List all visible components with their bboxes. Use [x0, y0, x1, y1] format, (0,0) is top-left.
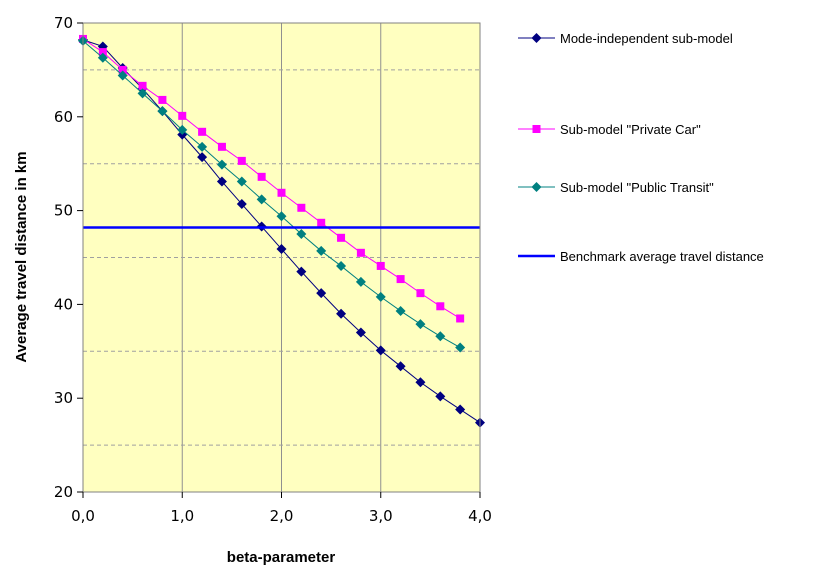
data-point-diamond: [375, 345, 386, 356]
data-point-diamond: [395, 361, 406, 372]
data-point-diamond: [316, 288, 327, 299]
data-point-diamond: [531, 182, 542, 192]
data-point-square: [456, 314, 465, 323]
data-point-square: [297, 203, 306, 212]
data-point-diamond: [296, 229, 307, 240]
x-axis-title: beta-parameter: [227, 549, 336, 566]
data-point-diamond: [355, 276, 366, 287]
data-point-diamond: [97, 52, 108, 63]
data-point-diamond: [177, 124, 188, 135]
x-tick-label: 3,0: [369, 507, 393, 525]
data-point-diamond: [415, 319, 426, 330]
axes: 20 30 40 50 60 70 0,0 1,0 2,0 3,0 4,0: [54, 14, 492, 525]
y-tick-label: 70: [54, 14, 73, 32]
data-point-square: [317, 218, 326, 227]
data-point-square: [98, 48, 107, 57]
x-tick-label: 2,0: [270, 507, 294, 525]
data-point-diamond: [435, 391, 446, 402]
data-point-square: [532, 125, 541, 133]
data-point-diamond: [216, 176, 227, 187]
data-point-square: [138, 81, 147, 90]
data-point-diamond: [276, 211, 287, 222]
grid-lines: [83, 23, 480, 492]
data-point-diamond: [137, 88, 148, 99]
data-point-square: [436, 302, 445, 311]
data-point-square: [356, 248, 365, 257]
data-point-diamond: [276, 244, 287, 255]
data-point-diamond: [316, 245, 327, 256]
data-point-square: [237, 156, 246, 165]
x-tick-label: 4,0: [468, 507, 492, 525]
data-point-square: [217, 142, 226, 151]
data-point-diamond: [117, 70, 128, 81]
series-layer: [78, 34, 485, 428]
data-point-square: [118, 65, 127, 74]
legend: Mode-independent sub-model Sub-model "Pri…: [518, 31, 764, 264]
data-point-diamond: [197, 141, 208, 152]
data-point-square: [416, 289, 425, 298]
data-point-diamond: [531, 33, 542, 43]
legend-item: Benchmark average travel distance: [518, 249, 764, 264]
data-point-diamond: [355, 327, 366, 338]
data-point-diamond: [336, 308, 347, 319]
data-point-diamond: [236, 199, 247, 210]
data-point-square: [257, 172, 266, 181]
data-point-square: [158, 95, 167, 104]
y-tick-label: 40: [54, 295, 73, 313]
data-point-square: [198, 127, 207, 136]
x-tick-label: 0,0: [71, 507, 95, 525]
data-point-square: [178, 111, 187, 120]
data-point-square: [277, 188, 286, 197]
data-point-diamond: [455, 342, 466, 353]
data-point-diamond: [415, 377, 426, 388]
data-point-diamond: [375, 291, 386, 302]
legend-label: Sub-model "Public Transit": [560, 180, 714, 195]
data-point-diamond: [256, 194, 267, 205]
data-point-diamond: [216, 159, 227, 170]
series-line: [82, 40, 461, 348]
data-point-diamond: [157, 106, 168, 117]
legend-label: Mode-independent sub-model: [560, 31, 733, 46]
data-point-diamond: [455, 404, 466, 415]
legend-item: Sub-model "Public Transit": [518, 180, 714, 195]
data-point-diamond: [336, 260, 347, 271]
legend-label: Benchmark average travel distance: [560, 249, 764, 264]
data-point-diamond: [395, 305, 406, 316]
data-point-square: [337, 233, 346, 242]
data-point-square: [376, 261, 385, 270]
x-tick-label: 1,0: [170, 507, 194, 525]
data-point-diamond: [236, 176, 247, 187]
legend-item: Sub-model "Private Car": [518, 122, 701, 137]
legend-label: Sub-model "Private Car": [560, 122, 701, 137]
y-axis-title: Average travel distance in km: [13, 151, 30, 362]
y-tick-label: 30: [54, 389, 73, 407]
data-point-diamond: [197, 152, 208, 163]
legend-item: Mode-independent sub-model: [518, 31, 733, 46]
data-point-square: [396, 275, 405, 284]
y-tick-label: 50: [54, 202, 73, 220]
data-point-diamond: [296, 266, 307, 277]
data-point-diamond: [435, 331, 446, 342]
y-tick-label: 20: [54, 483, 73, 501]
y-tick-label: 60: [54, 108, 73, 126]
